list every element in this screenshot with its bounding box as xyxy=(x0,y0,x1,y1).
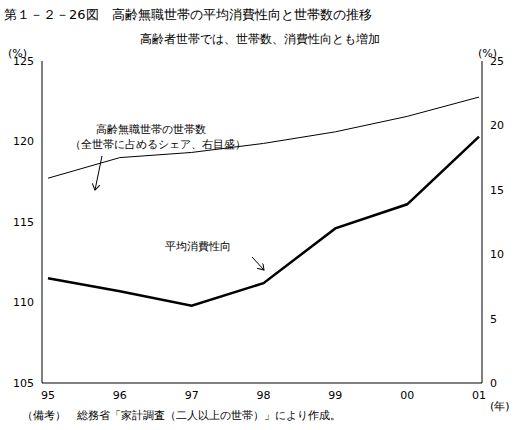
svg-text:0: 0 xyxy=(490,377,497,390)
svg-text:10: 10 xyxy=(490,248,504,261)
html-text:高齢者世帯では、世帯数、消費性向とも増加: 高齢者世帯では、世帯数、消費性向とも増加 xyxy=(140,32,380,46)
svg-text:98: 98 xyxy=(257,389,271,402)
html-text:(年): (年) xyxy=(490,400,510,413)
svg-text:15: 15 xyxy=(490,184,504,197)
svg-text:125: 125 xyxy=(13,55,34,68)
html-text:高齢無職世帯の世帯数: 高齢無職世帯の世帯数 xyxy=(96,123,206,136)
svg-text:110: 110 xyxy=(13,296,34,309)
svg-text:25: 25 xyxy=(490,55,504,68)
html-text:（全世帯に占めるシェア、右目盛）: （全世帯に占めるシェア、右目盛） xyxy=(70,138,246,151)
svg-text:97: 97 xyxy=(185,389,199,402)
html-text:平均消費性向: 平均消費性向 xyxy=(165,240,231,253)
html-text:（備考） 総務省「家計調査（二人以上の世帯）」により作成。: （備考） 総務省「家計調査（二人以上の世帯）」により作成。 xyxy=(22,409,341,422)
svg-text:115: 115 xyxy=(13,216,34,229)
svg-text:95: 95 xyxy=(41,389,55,402)
svg-text:105: 105 xyxy=(13,377,34,390)
svg-text:96: 96 xyxy=(113,389,127,402)
svg-text:99: 99 xyxy=(328,389,342,402)
svg-text:5: 5 xyxy=(490,313,497,326)
svg-text:20: 20 xyxy=(490,119,504,132)
svg-text:120: 120 xyxy=(13,135,34,148)
html-text:第１－２－26図 高齢無職世帯の平均消費性向と世帯数の推移: 第１－２－26図 高齢無職世帯の平均消費性向と世帯数の推移 xyxy=(4,7,372,22)
svg-text:01: 01 xyxy=(472,389,486,402)
svg-text:00: 00 xyxy=(400,389,414,402)
